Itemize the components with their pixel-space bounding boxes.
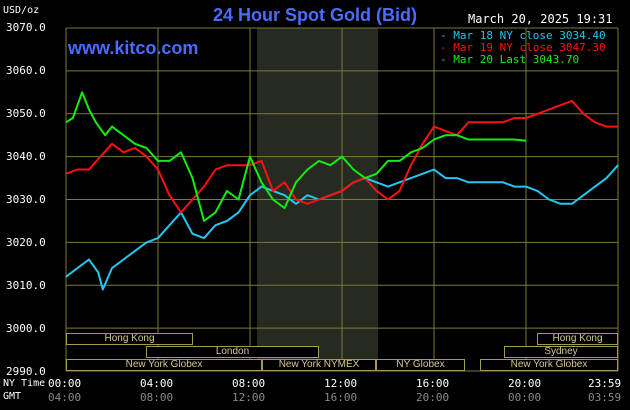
- x-tick-gmt: 04:00: [48, 391, 82, 404]
- session-london: London: [146, 346, 319, 358]
- chart-title: 24 Hour Spot Gold (Bid): [213, 5, 417, 25]
- series-line-1: [65, 99, 618, 214]
- session-ny-globex: NY Globex: [376, 359, 465, 371]
- y-tick-label: 3070.0: [6, 21, 46, 34]
- y-tick-label: 3040.0: [6, 150, 46, 163]
- x-tick-gmt: 12:00: [232, 391, 266, 404]
- legend-dash: -: [440, 41, 454, 54]
- legend-dash: -: [440, 29, 454, 42]
- x-tick-ny: 23:59: [588, 377, 622, 390]
- y-tick-label: 3020.0: [6, 236, 46, 249]
- x-tick-gmt: 08:00: [140, 391, 174, 404]
- legend-label: Mar 19 NY close 3047.30: [453, 41, 606, 54]
- x-tick-gmt: 16:00: [324, 391, 358, 404]
- price-lines: [65, 91, 619, 291]
- y-tick-label: 3030.0: [6, 193, 46, 206]
- y-tick-label: 3050.0: [6, 107, 46, 120]
- legend-dash: -: [440, 53, 454, 66]
- x-tick-gmt: 00:00: [508, 391, 542, 404]
- x-tick-gmt: 20:00: [416, 391, 450, 404]
- session-new-york-nymex: New York NYMEX: [262, 359, 376, 371]
- x-tick-ny: 20:00: [508, 377, 542, 390]
- x-tick-ny: 00:00: [48, 377, 82, 390]
- y-axis-unit: USD/oz: [3, 5, 40, 16]
- x-tick-gmt: 03:59: [588, 391, 622, 404]
- legend-label: Mar 20 Last 3043.70: [453, 53, 580, 66]
- x-tick-ny: 04:00: [140, 377, 174, 390]
- session-new-york-globex-evening: New York Globex: [480, 359, 618, 371]
- gmt-label: GMT: [3, 391, 22, 402]
- session-hong-kong-evening: Hong Kong: [537, 333, 618, 345]
- chart-grid: [65, 27, 619, 372]
- site-link[interactable]: www.kitco.com: [68, 38, 199, 58]
- series-line-2: [65, 91, 527, 222]
- legend-label: Mar 18 NY close 3034.40: [453, 29, 606, 42]
- y-tick-label: 3060.0: [6, 64, 46, 77]
- session-sydney: Sydney: [504, 346, 618, 358]
- x-tick-ny: 08:00: [232, 377, 266, 390]
- legend-item-mar20: - Mar 20 Last 3043.70: [440, 53, 579, 66]
- x-tick-ny: 16:00: [416, 377, 450, 390]
- y-tick-label: 3010.0: [6, 279, 46, 292]
- timestamp: March 20, 2025 19:31: [468, 12, 613, 26]
- ny-time-label: NY Time: [3, 378, 46, 389]
- session-hong-kong: Hong Kong: [66, 333, 193, 345]
- x-tick-ny: 12:00: [324, 377, 358, 390]
- legend-item-mar18: - Mar 18 NY close 3034.40: [440, 29, 606, 42]
- session-new-york-globex: New York Globex: [66, 359, 262, 371]
- y-tick-label: 3000.0: [6, 322, 46, 335]
- y-tick-label: 2990.0: [6, 365, 46, 378]
- legend-item-mar19: - Mar 19 NY close 3047.30: [440, 41, 606, 54]
